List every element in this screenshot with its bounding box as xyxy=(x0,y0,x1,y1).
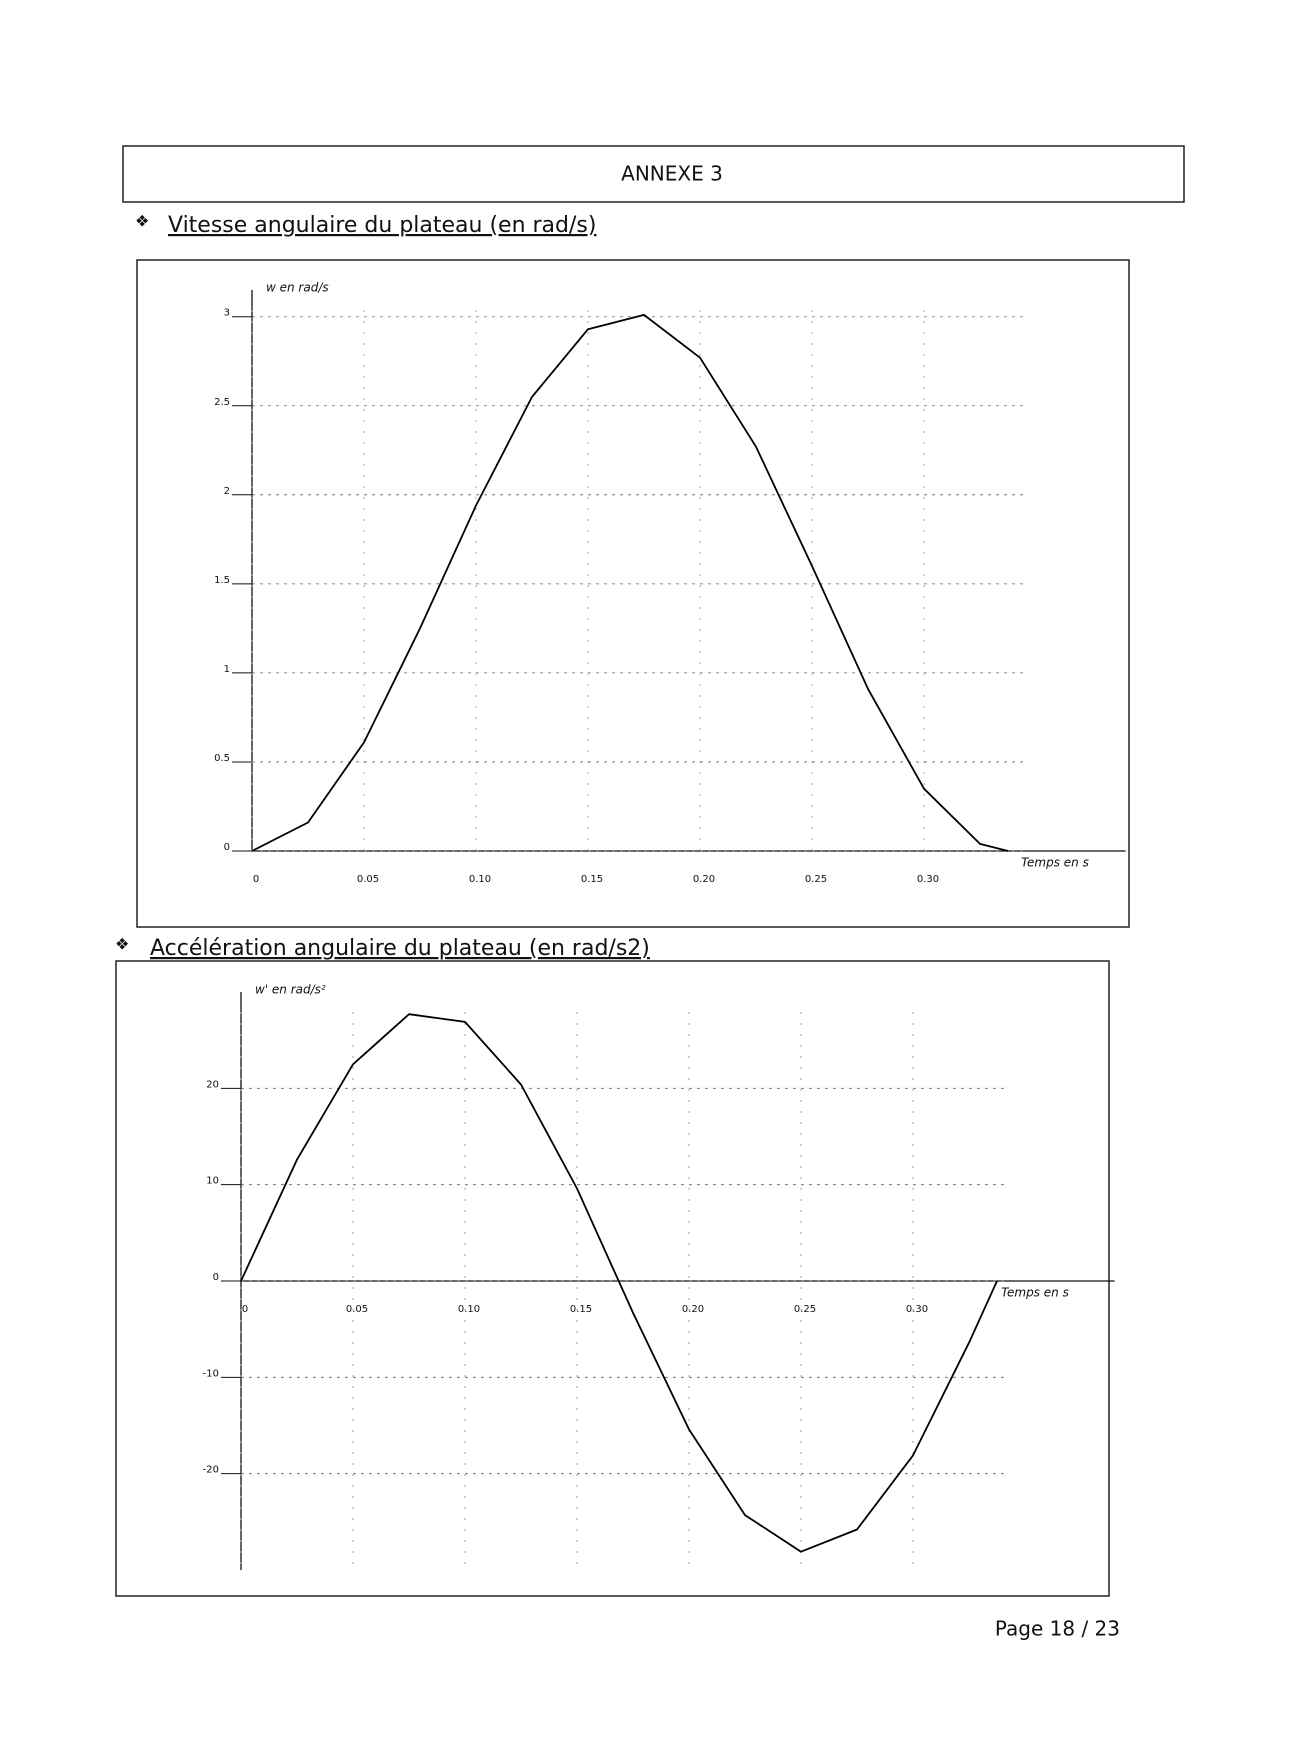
curve xyxy=(240,1013,998,1553)
y-axis-label: w' en rad/s² xyxy=(255,983,326,997)
x-tick-label: 0.10 xyxy=(469,874,491,885)
x-tick-label: 0.30 xyxy=(917,874,939,885)
chart-frame xyxy=(115,960,1110,1597)
x-tick-label: 0.20 xyxy=(682,1304,704,1315)
section-heading: Accélération angulaire du plateau (en ra… xyxy=(150,936,650,961)
x-axis-label: Temps en s xyxy=(1001,1286,1069,1300)
y-tick-label: 3 xyxy=(224,308,230,319)
y-tick-label: 0.5 xyxy=(214,753,230,764)
curve xyxy=(251,314,1009,852)
section-heading: Vitesse angulaire du plateau (en rad/s) xyxy=(168,213,596,238)
x-tick-label: 0.05 xyxy=(357,874,379,885)
y-tick-label: 0 xyxy=(224,842,230,853)
x-tick-label: 0.15 xyxy=(581,874,603,885)
y-tick-label: 10 xyxy=(206,1176,219,1187)
y-tick-label: -20 xyxy=(203,1465,219,1476)
y-tick-label: -10 xyxy=(203,1368,219,1379)
bullet: ❖ xyxy=(135,212,149,231)
x-tick-label: 0 xyxy=(242,1304,248,1315)
bullet: ❖ xyxy=(115,935,129,954)
x-tick-label: 0.15 xyxy=(570,1304,592,1315)
header-box xyxy=(122,145,1185,203)
y-tick-label: 2 xyxy=(224,486,230,497)
chart-frame xyxy=(136,259,1130,928)
y-tick-label: 20 xyxy=(206,1079,219,1090)
y-axis-label: w en rad/s xyxy=(266,281,329,295)
y-tick-label: 1 xyxy=(224,664,230,675)
x-tick-label: 0.25 xyxy=(805,874,827,885)
y-tick-label: 2.5 xyxy=(214,397,230,408)
y-tick-label: 0 xyxy=(213,1272,219,1283)
x-tick-label: 0 xyxy=(253,874,259,885)
header-title: ANNEXE 3 xyxy=(621,162,723,186)
x-tick-label: 0.25 xyxy=(794,1304,816,1315)
x-axis-label: Temps en s xyxy=(1021,856,1089,870)
y-tick-label: 1.5 xyxy=(214,575,230,586)
x-tick-label: 0.30 xyxy=(906,1304,928,1315)
page-number: Page 18 / 23 xyxy=(995,1617,1120,1641)
x-tick-label: 0.05 xyxy=(346,1304,368,1315)
x-tick-label: 0.10 xyxy=(458,1304,480,1315)
x-tick-label: 0.20 xyxy=(693,874,715,885)
